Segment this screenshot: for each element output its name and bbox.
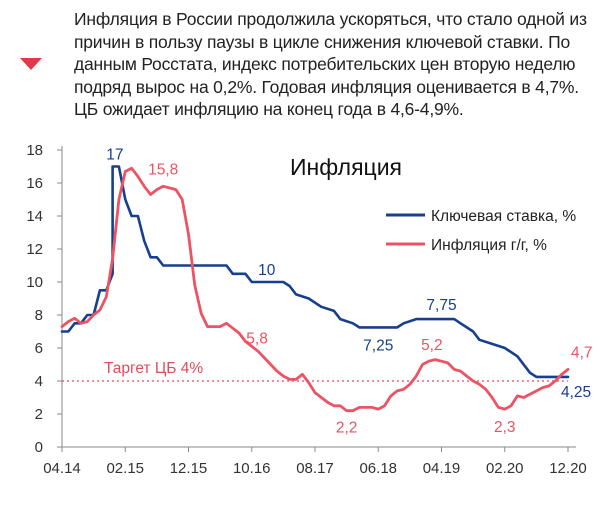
y-tick-label: 18 (26, 142, 43, 159)
y-tick-label: 14 (26, 208, 43, 225)
data-label: 7,25 (363, 337, 393, 354)
data-label: 4,7 (571, 344, 593, 361)
y-tick-label: 0 (35, 439, 43, 456)
data-label: 2,2 (336, 420, 358, 437)
x-tick-label: 08.17 (296, 460, 334, 477)
data-label: 10 (258, 262, 276, 279)
y-tick-label: 16 (26, 175, 43, 192)
x-tick-label: 10.16 (233, 460, 271, 477)
chart-series (60, 165, 570, 413)
y-tick-label: 2 (35, 406, 43, 423)
y-tick-label: 6 (35, 340, 43, 357)
key-rate-line (60, 165, 570, 379)
x-tick-label: 12.15 (170, 460, 208, 477)
chart-axes: 0 2 4 6 8 10 12 14 16 18 04.14 02.15 12.15 10.16 08.17… (26, 142, 586, 477)
y-tick-label: 10 (26, 274, 43, 291)
data-label: 7,75 (426, 297, 456, 314)
target-label: Таргет ЦБ 4% (104, 360, 203, 377)
inflation-line (60, 166, 570, 413)
x-tick-label: 06.18 (359, 460, 397, 477)
legend-label: Инфляция г/г, % (431, 237, 547, 254)
data-label: 5,8 (246, 330, 268, 347)
data-label: 5,2 (421, 337, 443, 354)
legend-label: Ключевая ставка, % (431, 208, 576, 225)
y-tick-label: 4 (35, 373, 43, 390)
x-tick-label: 04.14 (43, 460, 81, 477)
lead-text: Инфляция в России продолжила ускоряться,… (74, 9, 587, 119)
x-tick-label: 04.19 (423, 460, 461, 477)
chart-legend: Ключевая ставка, % Инфляция г/г, % (386, 208, 576, 254)
x-tick-label: 02.20 (486, 460, 524, 477)
data-label: 15,8 (148, 161, 178, 178)
y-tick-label: 8 (35, 307, 43, 324)
y-tick-label: 12 (26, 241, 43, 258)
chart-title: Инфляция (290, 154, 402, 180)
data-label: 4,25 (561, 384, 591, 401)
chart-data-labels: 17 10 7,25 7,75 4,25 15,8 5,8 2,2 5,2 2,3 4,7 (106, 147, 592, 437)
data-label: 17 (106, 147, 123, 164)
x-tick-label: 12.20 (549, 460, 587, 477)
triangle-down-icon (20, 58, 42, 70)
x-tick-label: 02.15 (106, 460, 144, 477)
data-label: 2,3 (494, 419, 516, 436)
lead-paragraph: Инфляция в России продолжила ускоряться,… (74, 8, 604, 121)
